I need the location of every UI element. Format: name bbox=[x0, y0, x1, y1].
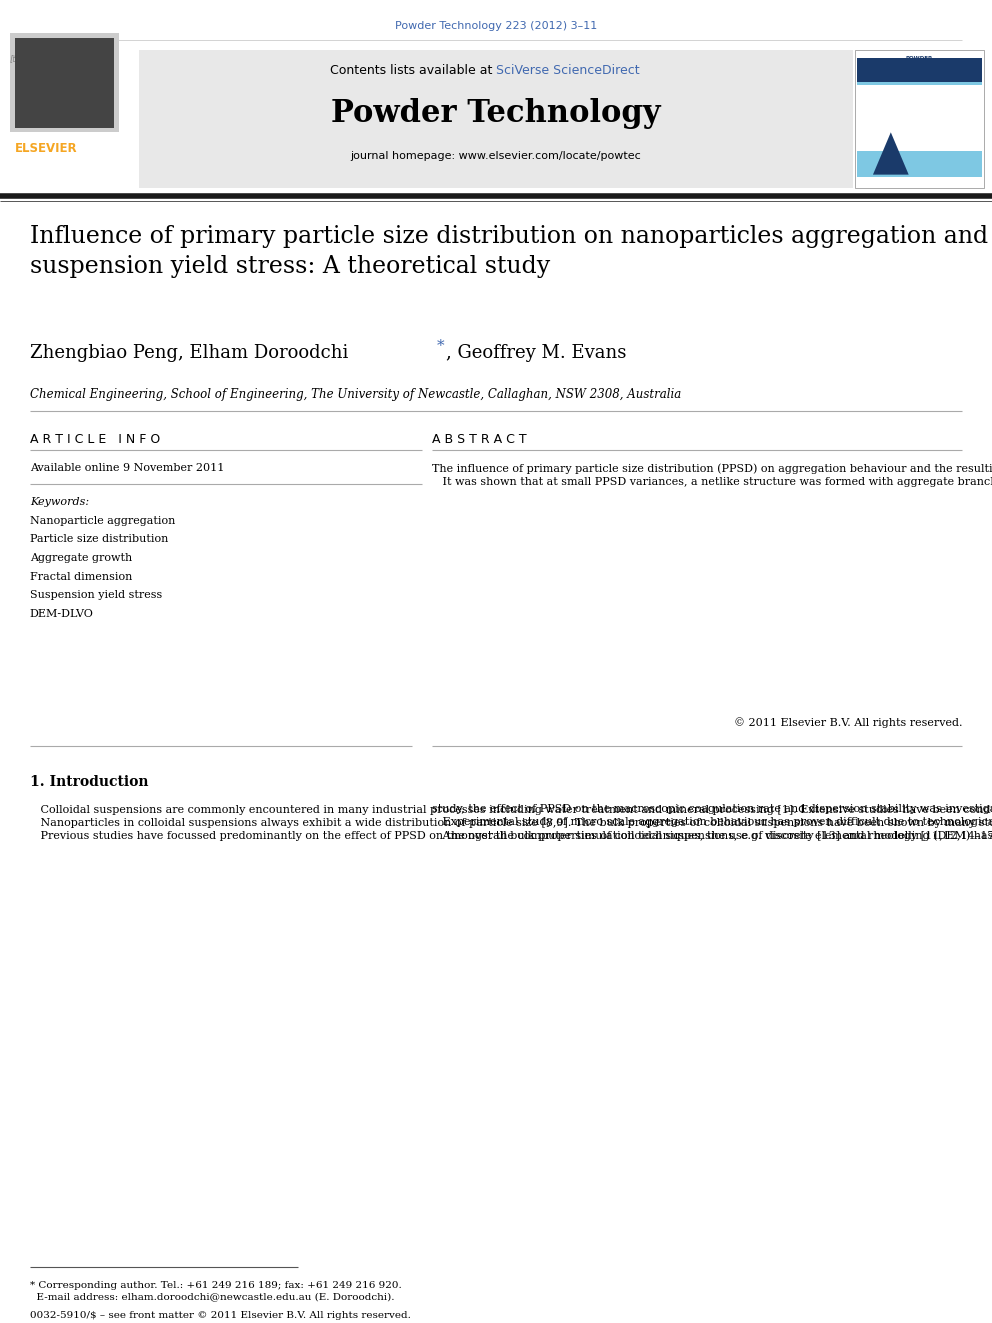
Bar bbox=[15, 38, 114, 128]
Text: 1. Introduction: 1. Introduction bbox=[30, 775, 148, 790]
Text: SciVerse ScienceDirect: SciVerse ScienceDirect bbox=[496, 64, 640, 77]
Text: Particle size distribution: Particle size distribution bbox=[30, 534, 168, 545]
Text: * Corresponding author. Tel.: +61 249 216 189; fax: +61 249 216 920.
  E-mail ad: * Corresponding author. Tel.: +61 249 21… bbox=[30, 1281, 402, 1302]
Text: Influence of primary particle size distribution on nanoparticles aggregation and: Influence of primary particle size distr… bbox=[30, 225, 988, 278]
Text: ELSEVIER: ELSEVIER bbox=[15, 142, 77, 155]
Text: study, the effect of PPSD on the macroscopic coagulation rate and dispersion sta: study, the effect of PPSD on the macrosc… bbox=[432, 804, 992, 841]
Bar bbox=[10, 33, 119, 132]
Text: A B S T R A C T: A B S T R A C T bbox=[432, 433, 526, 446]
Text: 0032-5910/$ – see front matter © 2011 Elsevier B.V. All rights reserved.: 0032-5910/$ – see front matter © 2011 El… bbox=[30, 1311, 411, 1320]
Text: POWDER
TECHNOLOGY: POWDER TECHNOLOGY bbox=[899, 56, 940, 66]
Text: Contents lists available at: Contents lists available at bbox=[329, 64, 496, 77]
Text: Zhengbiao Peng, Elham Doroodchi: Zhengbiao Peng, Elham Doroodchi bbox=[30, 344, 354, 363]
Text: *: * bbox=[436, 339, 444, 353]
Bar bbox=[857, 58, 982, 82]
Bar bbox=[857, 85, 982, 151]
Text: Powder Technology: Powder Technology bbox=[331, 98, 661, 128]
Bar bbox=[857, 58, 982, 177]
Text: Available online 9 November 2011: Available online 9 November 2011 bbox=[30, 463, 224, 474]
Text: Suspension yield stress: Suspension yield stress bbox=[30, 590, 162, 601]
Text: The influence of primary particle size distribution (PPSD) on aggregation behavi: The influence of primary particle size d… bbox=[432, 463, 992, 487]
Text: © 2011 Elsevier B.V. All rights reserved.: © 2011 Elsevier B.V. All rights reserved… bbox=[734, 717, 962, 728]
Bar bbox=[855, 50, 984, 188]
Text: [tree]: [tree] bbox=[10, 54, 34, 64]
Bar bbox=[0, 50, 139, 188]
Bar bbox=[139, 50, 853, 188]
Text: , Geoffrey M. Evans: , Geoffrey M. Evans bbox=[446, 344, 627, 363]
Text: Nanoparticle aggregation: Nanoparticle aggregation bbox=[30, 516, 176, 527]
Text: Chemical Engineering, School of Engineering, The University of Newcastle, Callag: Chemical Engineering, School of Engineer… bbox=[30, 388, 682, 401]
Polygon shape bbox=[873, 132, 909, 175]
Text: Powder Technology 223 (2012) 3–11: Powder Technology 223 (2012) 3–11 bbox=[395, 21, 597, 32]
Text: Fractal dimension: Fractal dimension bbox=[30, 572, 132, 582]
Text: Colloidal suspensions are commonly encountered in many industrial processes incl: Colloidal suspensions are commonly encou… bbox=[30, 804, 992, 841]
Text: Aggregate growth: Aggregate growth bbox=[30, 553, 132, 564]
Text: Keywords:: Keywords: bbox=[30, 497, 89, 508]
Text: journal homepage: www.elsevier.com/locate/powtec: journal homepage: www.elsevier.com/locat… bbox=[350, 151, 642, 161]
Text: DEM-DLVO: DEM-DLVO bbox=[30, 609, 93, 619]
Text: A R T I C L E   I N F O: A R T I C L E I N F O bbox=[30, 433, 160, 446]
